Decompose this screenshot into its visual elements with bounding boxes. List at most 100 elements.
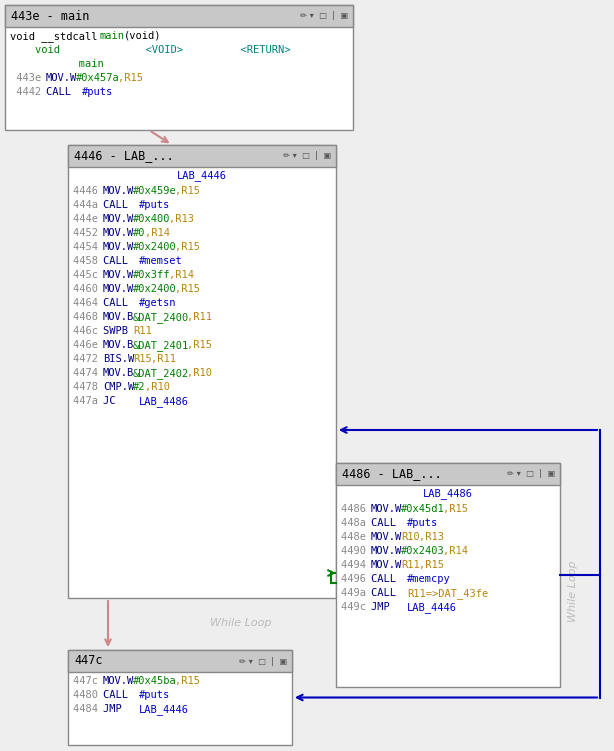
Text: MOV.B: MOV.B xyxy=(103,340,134,350)
Text: ✏ ▾  □  |  ▣: ✏ ▾ □ | ▣ xyxy=(300,11,348,20)
Text: #getsn: #getsn xyxy=(139,298,176,308)
Text: #0x2400: #0x2400 xyxy=(133,242,177,252)
Text: 4464: 4464 xyxy=(73,298,104,308)
Text: ,R13: ,R13 xyxy=(419,532,444,542)
Text: 4484: 4484 xyxy=(73,704,104,714)
Text: MOV.B: MOV.B xyxy=(103,312,134,322)
Text: CALL: CALL xyxy=(371,574,408,584)
Text: 4490: 4490 xyxy=(341,546,372,556)
Bar xyxy=(68,650,292,672)
Text: CALL: CALL xyxy=(371,588,408,598)
Text: #memset: #memset xyxy=(139,256,183,266)
Text: #0x2403: #0x2403 xyxy=(401,546,445,556)
Text: (void): (void) xyxy=(124,31,161,41)
Text: MOV.W: MOV.W xyxy=(103,676,134,686)
Bar xyxy=(68,145,336,167)
Text: 4496: 4496 xyxy=(341,574,372,584)
Text: MOV.W: MOV.W xyxy=(371,532,402,542)
Text: ,R15: ,R15 xyxy=(175,676,200,686)
Text: ,R15: ,R15 xyxy=(187,340,212,350)
Text: LAB_4446: LAB_4446 xyxy=(407,602,457,613)
Text: &DAT_2401: &DAT_2401 xyxy=(133,340,189,351)
Text: main: main xyxy=(100,31,125,41)
Text: MOV.W: MOV.W xyxy=(103,242,134,252)
Text: CALL: CALL xyxy=(103,200,141,210)
Text: ✏ ▾  □  |  ▣: ✏ ▾ □ | ▣ xyxy=(239,656,287,665)
Text: MOV.W: MOV.W xyxy=(371,560,402,570)
Text: CALL: CALL xyxy=(46,87,84,97)
Text: CALL: CALL xyxy=(103,690,141,700)
Text: 444e: 444e xyxy=(73,214,104,224)
Text: MOV.W: MOV.W xyxy=(103,270,134,280)
Text: 4474: 4474 xyxy=(73,368,104,378)
Text: 446c: 446c xyxy=(73,326,104,336)
Text: R11: R11 xyxy=(133,326,152,336)
Text: 4478: 4478 xyxy=(73,382,104,392)
Text: ,R10: ,R10 xyxy=(187,368,212,378)
Text: #0x45ba: #0x45ba xyxy=(133,676,177,686)
Text: 4446: 4446 xyxy=(73,186,104,196)
Text: CMP.W: CMP.W xyxy=(103,382,134,392)
Text: 443e - main: 443e - main xyxy=(11,10,90,23)
Text: 446e: 446e xyxy=(73,340,104,350)
Text: &DAT_2402: &DAT_2402 xyxy=(133,368,189,379)
Text: ,R14: ,R14 xyxy=(443,546,468,556)
Text: 4494: 4494 xyxy=(341,560,372,570)
Text: BIS.W: BIS.W xyxy=(103,354,134,364)
Text: 4486 - LAB_...: 4486 - LAB_... xyxy=(342,468,441,481)
Text: MOV.W: MOV.W xyxy=(371,546,402,556)
Text: 447c: 447c xyxy=(74,655,103,668)
Text: MOV.W: MOV.W xyxy=(103,214,134,224)
Text: #puts: #puts xyxy=(139,690,170,700)
Text: CALL: CALL xyxy=(103,298,141,308)
Text: void: void xyxy=(10,45,60,55)
Text: ,R15: ,R15 xyxy=(175,284,200,294)
Text: #0x2400: #0x2400 xyxy=(133,284,177,294)
Text: 444a: 444a xyxy=(73,200,104,210)
Text: 4454: 4454 xyxy=(73,242,104,252)
Text: #0x400: #0x400 xyxy=(133,214,171,224)
Text: <VOID>: <VOID> xyxy=(58,45,183,55)
Text: &DAT_2400: &DAT_2400 xyxy=(133,312,189,323)
Text: While Loop: While Loop xyxy=(210,618,271,628)
Text: CALL: CALL xyxy=(371,518,408,528)
Text: 4442: 4442 xyxy=(10,87,47,97)
Text: JMP: JMP xyxy=(371,602,408,612)
Text: MOV.B: MOV.B xyxy=(103,368,134,378)
Text: #puts: #puts xyxy=(139,200,170,210)
Text: #puts: #puts xyxy=(407,518,438,528)
Text: ,R15: ,R15 xyxy=(419,560,444,570)
Text: MOV.W: MOV.W xyxy=(46,73,77,83)
Text: 4460: 4460 xyxy=(73,284,104,294)
Text: ,R13: ,R13 xyxy=(169,214,194,224)
Text: #puts: #puts xyxy=(82,87,113,97)
Text: CALL: CALL xyxy=(103,256,141,266)
Text: MOV.W: MOV.W xyxy=(371,504,402,514)
Text: SWPB: SWPB xyxy=(103,326,134,336)
Text: R11=>DAT_43fe: R11=>DAT_43fe xyxy=(407,588,488,599)
Text: ,R11: ,R11 xyxy=(151,354,176,364)
Text: #memcpy: #memcpy xyxy=(407,574,451,584)
Text: While Loop: While Loop xyxy=(568,560,578,622)
Text: ,R14: ,R14 xyxy=(145,228,170,238)
Text: ✏ ▾  □  |  ▣: ✏ ▾ □ | ▣ xyxy=(507,469,555,478)
Text: 4468: 4468 xyxy=(73,312,104,322)
Text: 449c: 449c xyxy=(341,602,372,612)
Text: <RETURN>: <RETURN> xyxy=(178,45,290,55)
Text: ,R10: ,R10 xyxy=(145,382,170,392)
Text: LAB_4486: LAB_4486 xyxy=(139,396,189,407)
Bar xyxy=(68,145,336,598)
Text: ,R15: ,R15 xyxy=(175,186,200,196)
Text: #0: #0 xyxy=(133,228,146,238)
Bar xyxy=(68,650,292,745)
Text: #0x457a: #0x457a xyxy=(76,73,120,83)
Bar xyxy=(5,5,353,130)
Text: ,R15: ,R15 xyxy=(443,504,468,514)
Text: MOV.W: MOV.W xyxy=(103,228,134,238)
Text: 4452: 4452 xyxy=(73,228,104,238)
Text: #0x45d1: #0x45d1 xyxy=(401,504,445,514)
Text: MOV.W: MOV.W xyxy=(103,284,134,294)
Text: 449a: 449a xyxy=(341,588,372,598)
Text: R10: R10 xyxy=(401,532,420,542)
Text: LAB_4486: LAB_4486 xyxy=(423,488,473,499)
